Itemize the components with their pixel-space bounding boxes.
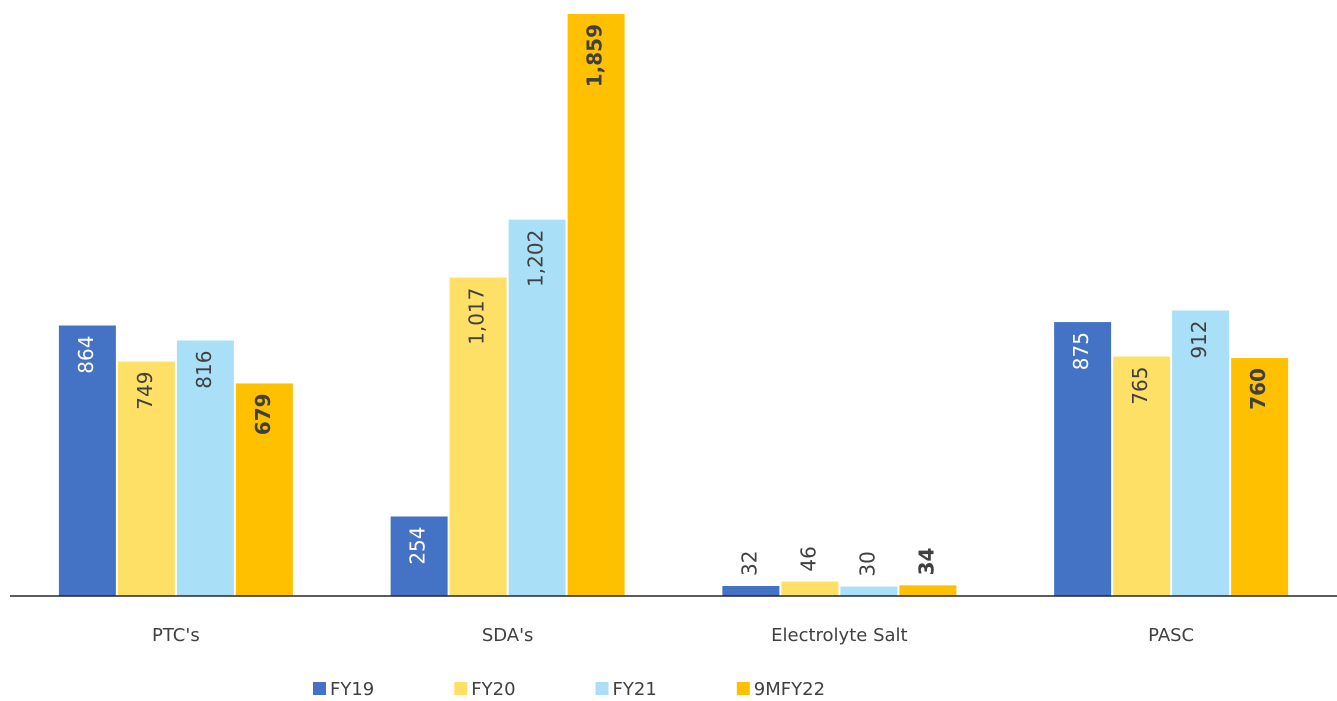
legend-swatch: [313, 682, 326, 695]
data-label: 760: [1246, 368, 1270, 410]
data-label: 34: [914, 548, 938, 576]
legend-label: FY19: [330, 679, 374, 700]
data-label: 46: [796, 546, 820, 571]
data-label: 1,859: [583, 24, 607, 87]
data-label: 864: [74, 336, 98, 374]
bar: [781, 581, 839, 596]
data-label: 912: [1187, 320, 1211, 358]
bar: [1054, 322, 1112, 596]
data-label: 679: [251, 393, 275, 435]
bar: [899, 585, 957, 596]
x-tick-label: PTC's: [152, 625, 200, 646]
bar: [235, 383, 293, 596]
data-label: 30: [855, 551, 879, 576]
x-tick-label: Electrolyte Salt: [771, 625, 907, 646]
bar: [1113, 356, 1171, 596]
x-tick-label: SDA's: [482, 625, 534, 646]
data-label: 1,202: [524, 230, 548, 287]
legend-swatch: [595, 682, 609, 695]
bar: [567, 14, 625, 596]
legend-label: FY21: [613, 679, 657, 700]
data-label: 875: [1069, 332, 1093, 370]
bar: [449, 277, 507, 596]
bar: [722, 585, 780, 596]
legend-swatch: [454, 682, 468, 695]
legend-label: FY20: [471, 679, 515, 700]
bar: [508, 219, 566, 597]
data-label: 765: [1128, 367, 1152, 405]
data-label: 749: [133, 372, 157, 410]
data-label: 816: [192, 351, 216, 389]
bar: [1172, 310, 1230, 596]
data-label: 254: [406, 526, 430, 564]
legend-label: 9MFY22: [754, 679, 825, 700]
bar: [840, 586, 898, 596]
data-label: 32: [737, 551, 761, 576]
bar: [117, 361, 175, 596]
bar: [390, 516, 448, 596]
bar: [176, 340, 234, 596]
data-label: 1,017: [465, 288, 489, 345]
bar: [58, 325, 116, 596]
x-tick-label: PASC: [1148, 625, 1194, 646]
legend-swatch: [736, 682, 750, 695]
bar: [1231, 358, 1289, 596]
